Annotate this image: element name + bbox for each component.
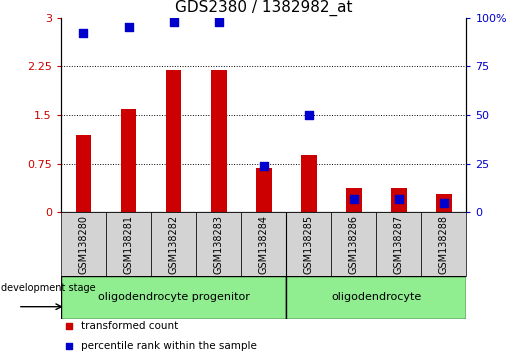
Bar [286, 276, 466, 319]
Point [440, 200, 448, 205]
Text: oligodendrocyte: oligodendrocyte [331, 292, 421, 302]
Bar [76, 135, 91, 212]
Bar [346, 188, 361, 212]
Bar [211, 70, 226, 212]
Point [304, 112, 313, 118]
Text: development stage: development stage [2, 283, 96, 293]
Bar [61, 212, 106, 276]
Bar [331, 212, 376, 276]
Text: GSM138285: GSM138285 [304, 215, 314, 274]
Title: GDS2380 / 1382982_at: GDS2380 / 1382982_at [175, 0, 352, 16]
Text: GSM138282: GSM138282 [169, 215, 179, 274]
Bar [391, 188, 407, 212]
Point [169, 19, 178, 24]
Text: GSM138283: GSM138283 [214, 215, 224, 274]
Point [214, 19, 223, 24]
Text: transformed count: transformed count [81, 321, 179, 331]
Point [350, 196, 358, 202]
Bar [196, 212, 241, 276]
Point [124, 24, 132, 30]
Bar [241, 212, 286, 276]
Bar [256, 168, 271, 212]
Text: GSM138288: GSM138288 [439, 215, 449, 274]
Text: GSM138284: GSM138284 [259, 215, 269, 274]
Point [259, 163, 268, 169]
Point [80, 30, 88, 36]
Point [65, 343, 73, 349]
Bar [301, 155, 316, 212]
Text: GSM138280: GSM138280 [78, 215, 89, 274]
Bar [286, 212, 331, 276]
Point [65, 324, 73, 329]
Point [394, 196, 403, 202]
Text: GSM138287: GSM138287 [394, 215, 404, 274]
Bar [436, 194, 452, 212]
Bar [106, 212, 151, 276]
Bar [166, 70, 181, 212]
Text: oligodendrocyte progenitor: oligodendrocyte progenitor [98, 292, 250, 302]
Bar [151, 212, 196, 276]
Bar [61, 276, 286, 319]
Bar [421, 212, 466, 276]
Text: GSM138281: GSM138281 [123, 215, 134, 274]
Text: GSM138286: GSM138286 [349, 215, 359, 274]
Bar [376, 212, 421, 276]
Bar [121, 109, 136, 212]
Text: percentile rank within the sample: percentile rank within the sample [81, 341, 257, 351]
